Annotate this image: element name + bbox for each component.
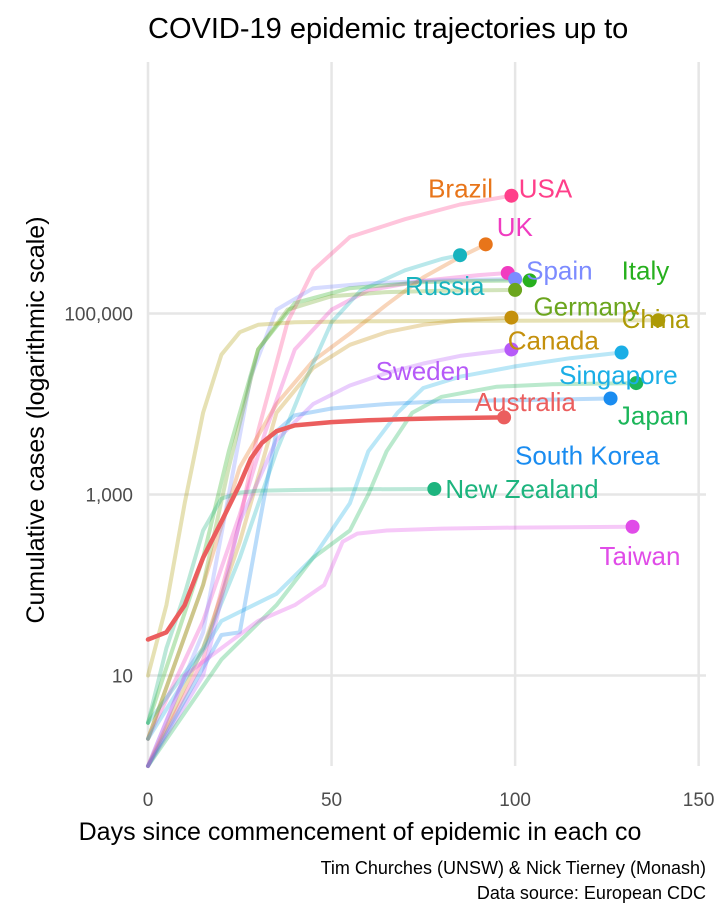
series-label-brazil: Brazil xyxy=(428,174,493,204)
series-line-uk xyxy=(146,271,510,741)
end-point-canada xyxy=(504,310,519,325)
y-tick-label: 1,000 xyxy=(85,485,133,506)
series-label-japan: Japan xyxy=(618,400,689,430)
grid-lines xyxy=(146,62,706,766)
chart-title: COVID-19 epidemic trajectories up to xyxy=(148,13,628,45)
series-line-sweden xyxy=(146,347,514,768)
y-tick-label: 10 xyxy=(112,666,133,687)
series-label-china: China xyxy=(622,304,690,334)
series-label-canada: Canada xyxy=(508,326,600,356)
caption-authors: Tim Churches (UNSW) & Nick Tierney (Mona… xyxy=(321,858,706,878)
series-label-russia: Russia xyxy=(405,271,485,301)
x-tick-label: 50 xyxy=(321,790,342,811)
series-label-singapore: Singapore xyxy=(559,360,678,390)
series-line-south-korea xyxy=(146,396,613,768)
end-point-sweden xyxy=(504,342,519,357)
y-tick-label: 100,000 xyxy=(64,304,133,325)
series-label-south-korea: South Korea xyxy=(515,440,660,470)
series-line-canada xyxy=(146,315,514,768)
end-point-spain xyxy=(508,272,523,287)
series-line-china xyxy=(146,318,661,678)
series-label-new-zealand: New Zealand xyxy=(445,474,598,504)
end-point-germany xyxy=(508,282,523,297)
series-line-spain xyxy=(146,277,518,768)
end-point-usa xyxy=(504,188,519,203)
x-tick-label: 100 xyxy=(499,790,531,811)
series-line-usa xyxy=(146,193,514,768)
series-line-italy xyxy=(146,278,532,725)
end-point-taiwan xyxy=(625,519,640,534)
end-point-south-korea xyxy=(603,391,618,406)
end-point-australia xyxy=(497,410,512,425)
series-label-sweden: Sweden xyxy=(376,356,470,386)
x-axis-title: Days since commencement of epidemic in e… xyxy=(79,818,642,846)
series-line-japan xyxy=(146,381,639,768)
series-line-taiwan xyxy=(146,524,635,768)
end-point-russia xyxy=(453,248,468,263)
series-label-australia: Australia xyxy=(475,387,577,417)
series-label-italy: Italy xyxy=(622,255,670,285)
series-label-taiwan: Taiwan xyxy=(600,541,681,571)
series-line-singapore xyxy=(146,350,624,741)
y-axis-title: Cumulative cases (logarithmic scale) xyxy=(22,216,50,623)
end-point-brazil xyxy=(478,237,493,252)
end-point-singapore xyxy=(614,345,629,360)
end-point-italy xyxy=(522,273,537,288)
series-line-russia xyxy=(146,253,462,725)
end-point-japan xyxy=(629,376,644,391)
series-lines xyxy=(145,193,661,768)
caption-source: Data source: European CDC xyxy=(477,883,706,903)
series-end-points xyxy=(427,188,666,534)
series-label-spain: Spain xyxy=(526,255,593,285)
series-label-usa: USA xyxy=(519,174,573,204)
series-label-uk: UK xyxy=(497,212,534,242)
end-point-china xyxy=(651,313,666,328)
x-tick-label: 150 xyxy=(683,790,715,811)
end-point-new-zealand xyxy=(427,481,442,496)
series-label-germany: Germany xyxy=(533,291,640,321)
x-tick-label: 0 xyxy=(143,790,154,811)
series-line-australia xyxy=(145,415,507,642)
axis-ticks: 0 50 100 150 10 1,000 100,000 xyxy=(64,304,714,811)
